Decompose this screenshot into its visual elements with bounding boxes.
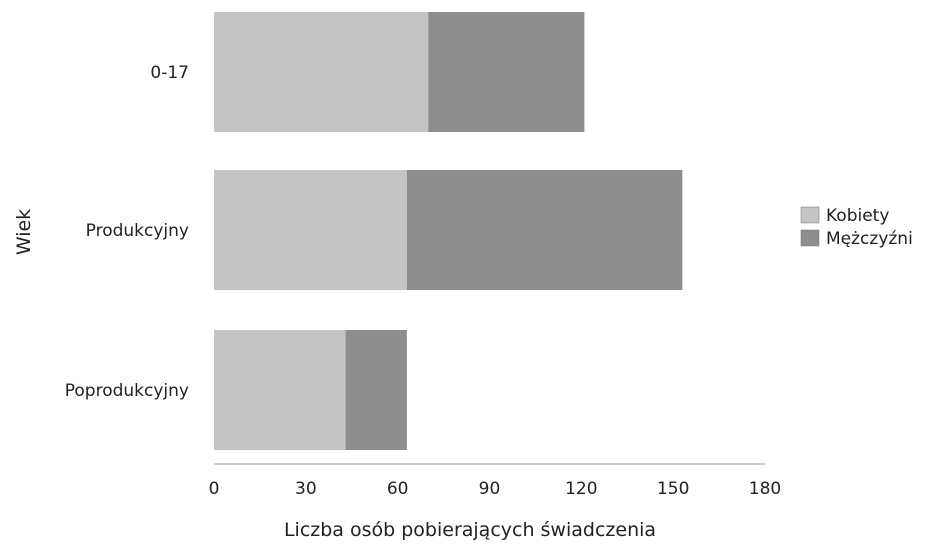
x-tick-label: 30	[295, 479, 317, 499]
x-tick-label: 0	[209, 479, 220, 499]
legend-swatch-kobiety	[800, 206, 820, 224]
bars-layer	[214, 12, 683, 450]
x-tick-label: 90	[479, 479, 501, 499]
bar-produkcyjny-mezczyzni	[406, 170, 683, 290]
category-label: Poprodukcyjny	[65, 381, 189, 401]
bar-poprodukcyjny-kobiety	[214, 330, 346, 450]
bar-produkcyjny-kobiety	[214, 170, 407, 290]
x-tick-label: 180	[749, 479, 781, 499]
legend-swatch-mezczyzni	[800, 229, 820, 247]
x-tick-label: 120	[565, 479, 597, 499]
x-tick-label: 150	[657, 479, 689, 499]
legend-label-mezczyzni: Mężczyźni	[826, 229, 913, 249]
category-label: 0-17	[150, 63, 189, 83]
x-tick-labels: 0 30 60 90 120 150 180	[209, 479, 782, 499]
bar-0-17-kobiety	[214, 12, 429, 132]
y-axis-title: Wiek	[13, 209, 35, 255]
bar-poprodukcyjny-mezczyzni	[345, 330, 407, 450]
x-axis-title: Liczba osób pobierających świadczenia	[284, 519, 656, 541]
category-labels: 0-17 Produkcyjny Poprodukcyjny	[65, 63, 189, 401]
category-label: Produkcyjny	[86, 221, 189, 241]
bar-0-17-mezczyzni	[428, 12, 585, 132]
legend-label-kobiety: Kobiety	[826, 206, 889, 226]
legend: Kobiety Mężczyźni	[800, 206, 913, 249]
x-tick-label: 60	[387, 479, 409, 499]
